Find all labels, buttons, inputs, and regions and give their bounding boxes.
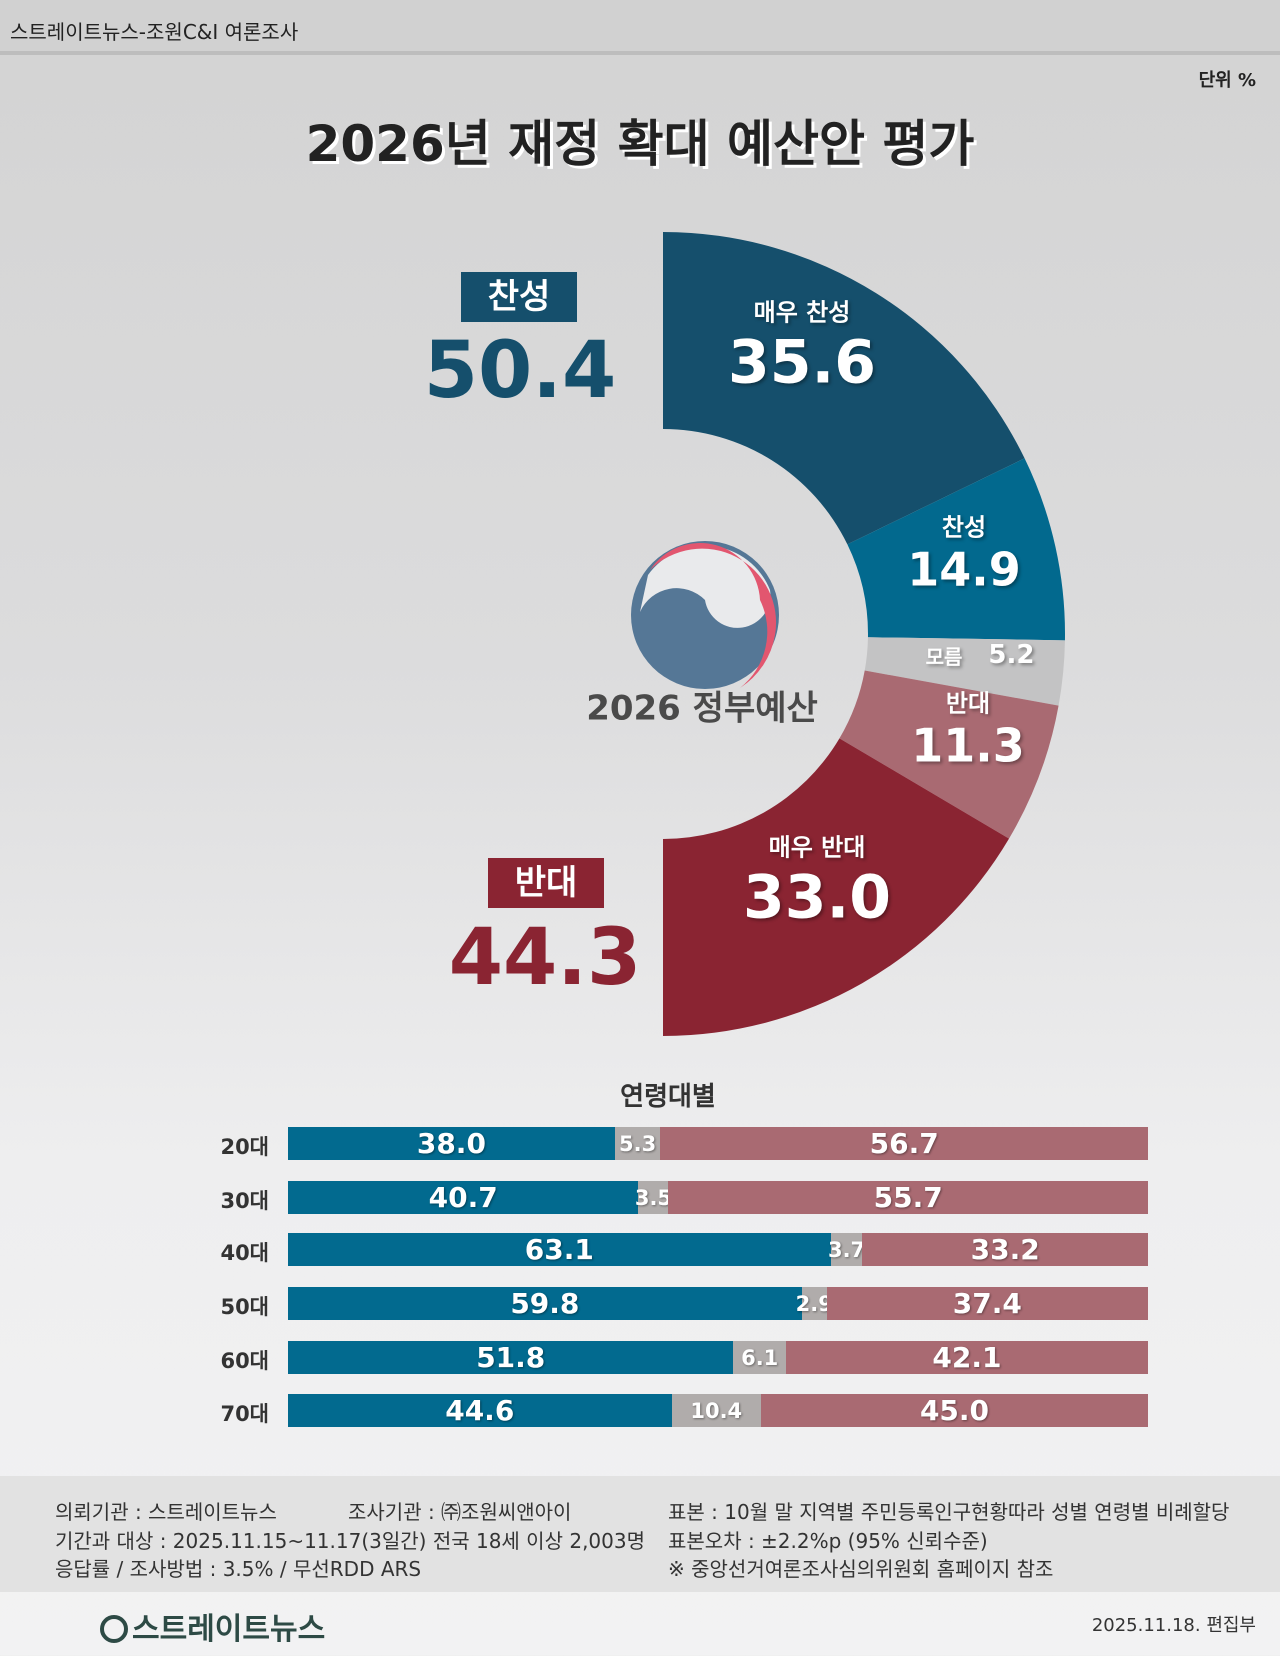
slice-unknown xyxy=(864,637,1065,706)
age-label: 20대 xyxy=(220,1135,269,1159)
method-text: 응답률 / 조사방법 : 3.5% / 무선RDD ARS xyxy=(55,1557,422,1581)
age-label: 60대 xyxy=(220,1349,269,1373)
slice-strong-approve xyxy=(663,232,1025,545)
stacked-bar: 38.0 5.3 56.7 xyxy=(288,1127,1148,1160)
stacked-bar: 51.8 6.1 42.1 xyxy=(288,1341,1148,1374)
age-label: 40대 xyxy=(220,1241,269,1265)
logo-white-swirl xyxy=(640,545,771,628)
age-row: 40대 63.1 3.7 33.2 xyxy=(0,1233,1280,1266)
slice-label-unknown: 모름 5.2 xyxy=(925,640,1035,670)
donut-chart xyxy=(631,232,1065,1036)
age-label: 70대 xyxy=(220,1402,269,1426)
brand-mark-icon xyxy=(100,1615,128,1643)
slice-approve xyxy=(847,458,1065,641)
survey-info: 의뢰기관 : 스트레이트뉴스 조사기관 : ㈜조원씨앤아이 표본 : 10월 말… xyxy=(0,1476,1280,1592)
bar-segment-unknown: 3.7 xyxy=(828,1233,865,1266)
slice-label-oppose: 반대 11.3 xyxy=(911,689,1025,773)
source-label: 스트레이트뉴스-조원C&I 여론조사 xyxy=(10,20,299,44)
age-label: 50대 xyxy=(220,1295,269,1319)
date-label: 2025.11.18. 편집부 xyxy=(1091,1615,1256,1636)
group-value-oppose: 44.3 xyxy=(448,913,642,1003)
client-text: 의뢰기관 : 스트레이트뉴스 xyxy=(55,1500,277,1524)
bar-segment-approve: 59.8 xyxy=(288,1287,802,1320)
age-row: 30대 40.7 3.5 55.7 xyxy=(0,1181,1280,1214)
age-row: 50대 59.8 2.9 37.4 xyxy=(0,1287,1280,1320)
bar-segment-approve: 63.1 xyxy=(288,1233,831,1266)
agency-text: 조사기관 : ㈜조원씨앤아이 xyxy=(348,1500,572,1524)
age-label: 30대 xyxy=(220,1189,269,1213)
period-text: 기간과 대상 : 2025.11.15~11.17(3일간) 전국 18세 이상… xyxy=(55,1529,646,1553)
stacked-bar: 59.8 2.9 37.4 xyxy=(288,1287,1148,1320)
age-chart-title: 연령대별 xyxy=(620,1082,716,1112)
error-text: 표본오차 : ±2.2%p (95% 신뢰수준) xyxy=(668,1529,988,1553)
slice-label-strong-approve: 매우 찬성 35.6 xyxy=(727,298,877,398)
bar-segment-approve: 38.0 xyxy=(288,1127,615,1160)
bar-segment-oppose: 55.7 xyxy=(668,1181,1148,1214)
age-row: 70대 44.6 10.4 45.0 xyxy=(0,1394,1280,1427)
brand-logo: 스트레이트뉴스 xyxy=(100,1604,325,1648)
government-logo xyxy=(631,541,779,689)
bar-segment-approve: 40.7 xyxy=(288,1181,639,1214)
bar-segment-approve: 51.8 xyxy=(288,1341,734,1374)
sample-text: 표본 : 10월 말 지역별 주민등록인구현황따라 성별 연령별 비례할당 xyxy=(668,1500,1230,1524)
age-row: 60대 51.8 6.1 42.1 xyxy=(0,1341,1280,1374)
unit-label: 단위 % xyxy=(1198,70,1256,91)
bar-segment-unknown: 10.4 xyxy=(671,1394,761,1427)
chart-title: 2026년 재정 확대 예산안 평가 xyxy=(305,115,975,173)
center-label: 2026 정부예산 xyxy=(586,688,818,729)
group-label-approve: 찬성 xyxy=(461,272,577,322)
age-row: 20대 38.0 5.3 56.7 xyxy=(0,1127,1280,1160)
stacked-bar: 40.7 3.5 55.7 xyxy=(288,1181,1148,1214)
stacked-bar: 44.6 10.4 45.0 xyxy=(288,1394,1148,1427)
stacked-bar: 63.1 3.7 33.2 xyxy=(288,1233,1148,1266)
bar-segment-oppose: 45.0 xyxy=(760,1394,1148,1427)
header-bar: 스트레이트뉴스-조원C&I 여론조사 xyxy=(0,0,1280,55)
group-label-oppose: 반대 xyxy=(488,858,604,908)
bar-segment-unknown: 6.1 xyxy=(733,1341,786,1374)
bar-segment-unknown: 3.5 xyxy=(635,1181,672,1214)
bar-segment-approve: 44.6 xyxy=(288,1394,672,1427)
slice-label-strong-oppose: 매우 반대 33.0 xyxy=(742,833,892,933)
logo-red-swirl xyxy=(650,543,777,688)
bar-segment-oppose: 56.7 xyxy=(660,1127,1148,1160)
group-value-approve: 50.4 xyxy=(423,326,617,416)
bar-segment-oppose: 33.2 xyxy=(862,1233,1148,1266)
slice-strong-oppose xyxy=(663,738,1010,1036)
bar-segment-unknown: 5.3 xyxy=(614,1127,661,1160)
bar-segment-oppose: 42.1 xyxy=(785,1341,1148,1374)
slice-label-approve: 찬성 14.9 xyxy=(907,513,1021,597)
bar-segment-unknown: 2.9 xyxy=(796,1287,833,1320)
note-text: ※ 중앙선거여론조사심의위원회 홈페이지 참조 xyxy=(668,1557,1054,1581)
slice-oppose xyxy=(839,670,1059,839)
bar-segment-oppose: 37.4 xyxy=(826,1287,1148,1320)
